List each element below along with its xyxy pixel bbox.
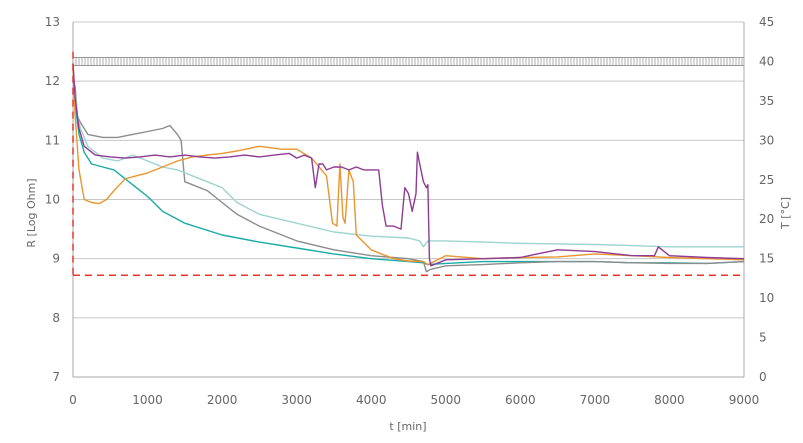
y2-tick-label: 35 [759,94,774,108]
x-tick-label: 7000 [580,393,611,407]
y2-tick-label: 45 [759,15,774,29]
y2-tick-label: 15 [759,252,774,266]
x-tick-label: 0 [69,393,77,407]
series-layer [72,63,745,273]
series-line-5 [72,63,745,267]
x-tick-label: 1000 [132,393,163,407]
y2-tick-label: 25 [759,173,774,187]
x-axis-title: t [min] [389,420,426,433]
reference-layer [72,51,744,276]
axis-layer: 7 8 9 10 11 12 13 0 5 10 15 20 25 30 35 40 45 0 1000 2000 30… [45,15,775,407]
x-tick-label: 3000 [281,393,312,407]
y-tick-label: 10 [45,193,60,207]
y2-tick-label: 20 [759,212,774,226]
x-tick-label: 9000 [729,393,760,407]
y-axis-title: R [Log Ohm] [25,178,38,247]
series-line-4 [72,69,745,266]
y2-tick-label: 10 [759,291,774,305]
y2-tick-label: 40 [759,54,774,68]
x-tick-label: 2000 [207,393,238,407]
y-tick-label: 12 [45,74,60,88]
series-line-3 [72,75,744,248]
x-tick-label: 4000 [356,393,387,407]
y2-tick-label: 30 [759,133,774,147]
series-line-2 [72,80,745,273]
x-tick-label: 8000 [654,393,685,407]
y-tick-label: 13 [45,15,60,29]
temperature-line-hatch [72,57,743,66]
y2-tick-label: 5 [759,331,767,345]
y2-axis-title: T [°C] [779,197,792,230]
y-tick-label: 8 [52,311,60,325]
series-line-1 [72,63,745,266]
y-tick-label: 9 [52,252,60,266]
x-tick-label: 6000 [505,393,536,407]
y-tick-label: 11 [45,133,60,147]
y-tick-label: 7 [52,370,60,384]
x-tick-label: 5000 [431,393,462,407]
y2-tick-label: 0 [759,370,767,384]
grid-layer [73,21,744,378]
